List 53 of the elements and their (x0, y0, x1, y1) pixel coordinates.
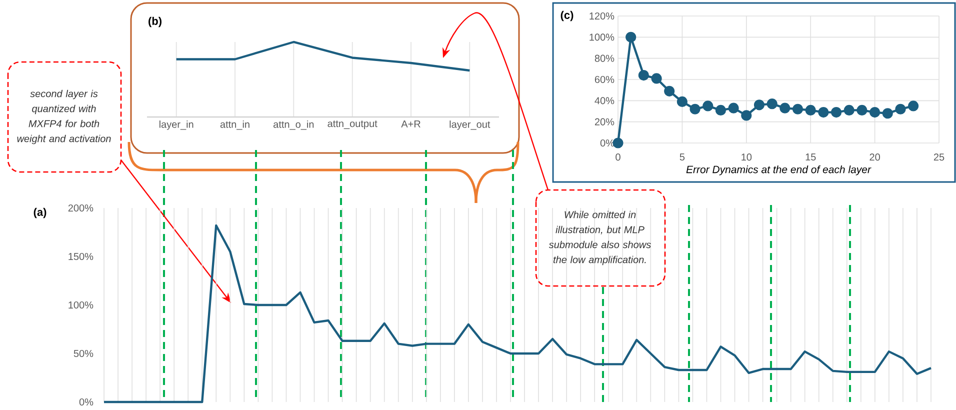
x-tick-label: 0 (616, 154, 620, 161)
point (715, 104, 726, 116)
point (626, 32, 636, 42)
point (792, 104, 804, 114)
point (690, 104, 700, 114)
point (818, 107, 829, 118)
x-tick-label: A+R (401, 120, 420, 128)
point (830, 107, 842, 118)
y-tick-label: 0% (79, 398, 94, 406)
chart-title: (b) (148, 16, 162, 28)
point (676, 96, 688, 108)
x-tick-label: 20 (870, 154, 880, 161)
annotation: While omitted in illustration, but MLP submodule also shows the low amplification. (548, 210, 651, 266)
x-tick-label: 5 (680, 154, 685, 161)
point (638, 70, 649, 81)
point (870, 107, 880, 118)
point (702, 100, 714, 112)
y-tick-label: 100% (590, 34, 614, 41)
x-tick-label: attn_output (328, 120, 378, 130)
x-axis-title: Error Dynamics at the end of each layer (686, 165, 872, 176)
point (856, 104, 868, 116)
point (805, 104, 816, 116)
point (741, 110, 752, 121)
y-tick-label: 150% (68, 252, 94, 260)
y-tick-label: 60% (594, 76, 614, 84)
point (754, 100, 765, 110)
x-tick-label: 10 (742, 154, 752, 161)
point (612, 138, 624, 148)
point (651, 73, 662, 84)
chart-title: (a) (34, 208, 46, 218)
point (728, 102, 739, 114)
point (882, 108, 893, 119)
x-tick-label: layer_out (450, 120, 490, 130)
point (895, 104, 906, 114)
chart-title: (c) (560, 10, 574, 22)
y-tick-label: 120% (590, 12, 614, 20)
point (780, 102, 790, 114)
y-tick-label: 80% (594, 54, 614, 62)
x-tick-label: layer_in (160, 120, 194, 130)
y-tick-label: 40% (594, 97, 614, 104)
x-tick-label: 15 (806, 154, 816, 161)
y-tick-label: 20% (594, 118, 614, 126)
x-tick-label: attn_o_in (274, 120, 314, 130)
y-tick-label: 100% (68, 301, 94, 309)
x-tick-label: 25 (934, 154, 944, 161)
text: second layer is quantized with MXFP4 for both weight and activation (17, 90, 111, 144)
point (766, 98, 778, 110)
point (908, 100, 919, 112)
point (664, 86, 675, 96)
x-tick-label: attn_in (220, 120, 250, 130)
y-tick-label: 200% (68, 204, 94, 212)
point (844, 104, 854, 116)
y-tick-label: 50% (74, 350, 94, 358)
